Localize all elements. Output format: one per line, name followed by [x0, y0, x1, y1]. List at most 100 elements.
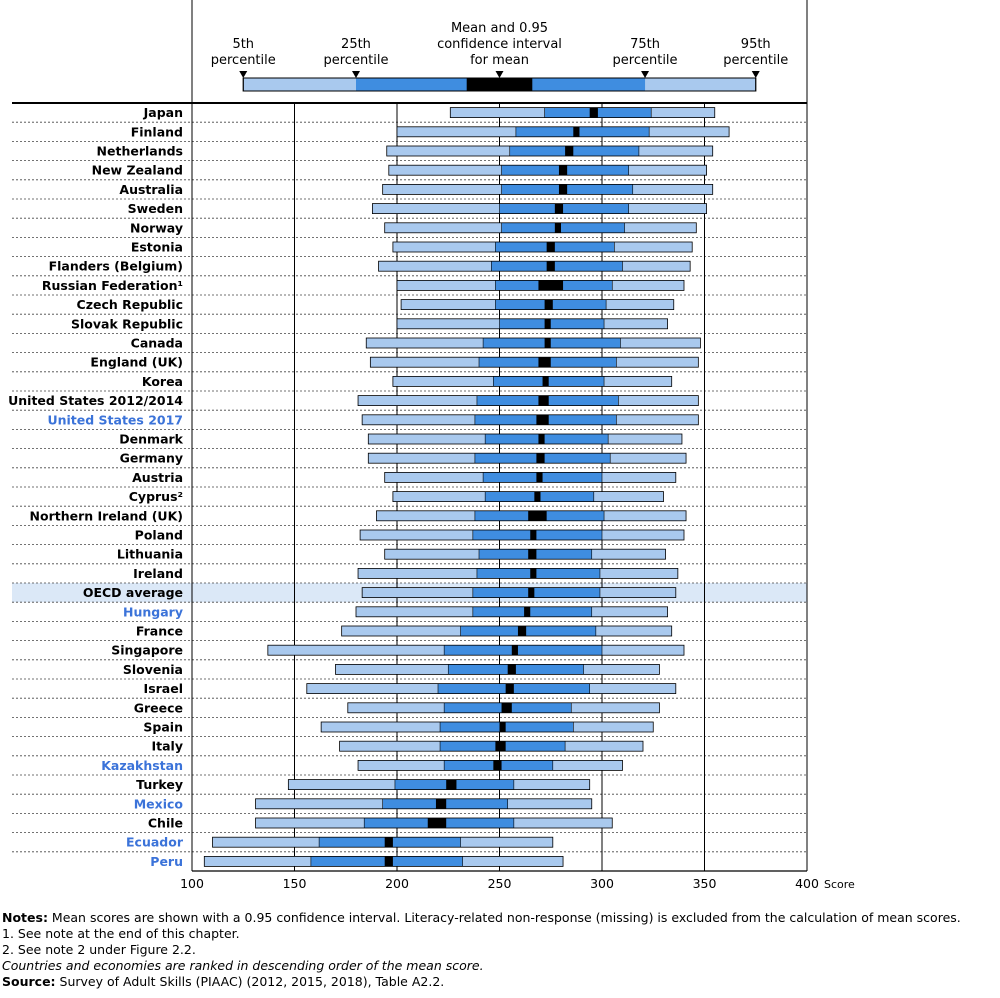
- x-tick-label: 150: [283, 876, 307, 891]
- bar-outline: [376, 510, 687, 522]
- row-label: Turkey: [136, 777, 183, 792]
- row-0: [449, 107, 716, 118]
- row-21: [376, 510, 687, 522]
- bar-outline: [341, 625, 673, 637]
- row-label: Denmark: [119, 432, 183, 447]
- x-tick-label: 250: [488, 876, 512, 891]
- row-label: Russian Federation¹: [42, 278, 183, 293]
- bar-ci: [544, 338, 551, 348]
- row-label: Netherlands: [97, 144, 183, 159]
- x-tick-label: 400: [795, 876, 819, 891]
- bar-p25-p75: [460, 626, 596, 636]
- bar-ci: [524, 606, 531, 617]
- row-24: [357, 568, 679, 579]
- bar-ci: [493, 760, 502, 771]
- row-label: Mexico: [134, 796, 184, 811]
- bar-p25-p75: [483, 338, 621, 348]
- row-label: Japan: [143, 105, 183, 120]
- row-label: France: [136, 624, 183, 639]
- bar-ci: [499, 722, 506, 732]
- row-20: [392, 491, 664, 503]
- bar-p25-p75: [509, 146, 639, 156]
- row-34: [357, 760, 623, 771]
- row-label: Ecuador: [126, 835, 184, 850]
- note-1: 1. See note at the end of this chapter.: [2, 926, 240, 941]
- bar-ci: [554, 222, 561, 233]
- bar-outline: [384, 471, 677, 483]
- row-1: [396, 126, 730, 138]
- x-tick-label: 350: [693, 876, 717, 891]
- bar-outline: [392, 375, 673, 387]
- row-6: [384, 222, 697, 234]
- key-label-p95: percentile: [723, 53, 788, 68]
- bar-outline: [384, 548, 666, 560]
- notes-text: Mean scores are shown with a 0.95 confid…: [47, 910, 961, 925]
- row-label: New Zealand: [92, 163, 183, 178]
- bar-ci: [501, 702, 512, 713]
- bar-ci: [544, 318, 551, 329]
- bar-outline: [396, 279, 685, 291]
- bar-ci: [528, 510, 547, 521]
- row-15: [357, 395, 699, 407]
- bar-p25-p75: [501, 222, 625, 233]
- row-label: Finland: [131, 124, 183, 139]
- row-label: Cyprus²: [129, 489, 183, 504]
- row-37: [255, 817, 613, 829]
- bar-p25-p75: [485, 434, 609, 444]
- bar-outline: [367, 433, 683, 445]
- bar-outline: [359, 529, 685, 541]
- bar-ci: [517, 626, 527, 636]
- key-label-p75: 75th: [630, 37, 660, 52]
- bar-ci: [384, 856, 393, 867]
- bar-outline: [392, 241, 693, 253]
- bar-outline: [400, 299, 675, 311]
- key-label-p5: 5th: [232, 37, 254, 52]
- bar-ci: [573, 126, 580, 137]
- row-label: Sweden: [128, 201, 183, 216]
- bar-ci: [589, 107, 598, 118]
- row-17: [367, 433, 683, 445]
- notes-label: Notes:: [2, 910, 48, 925]
- x-tick-label: 300: [590, 876, 614, 891]
- row-label: Flanders (Belgium): [49, 259, 183, 274]
- bar-p25-p75: [444, 645, 602, 656]
- row-14: [392, 375, 673, 387]
- row-label: OECD average: [83, 585, 183, 600]
- row-33: [339, 740, 644, 752]
- bar-outline: [347, 702, 660, 714]
- bar-p25-p75: [499, 203, 629, 214]
- bar-p25-p75: [476, 568, 600, 579]
- row-27: [341, 625, 673, 637]
- row-26: [355, 606, 669, 618]
- row-label: Northern Ireland (UK): [30, 508, 183, 523]
- bar-p25-p75: [472, 530, 602, 540]
- row-label: Peru: [150, 854, 183, 869]
- row-3: [388, 164, 707, 176]
- key-label-mean: confidence interval: [437, 37, 562, 52]
- row-32: [320, 721, 654, 733]
- row-4: [382, 183, 714, 195]
- bar-ci: [505, 683, 514, 694]
- row-label: Austria: [132, 470, 183, 485]
- note-2: 2. See note 2 under Figure 2.2.: [2, 942, 196, 957]
- row-label: Chile: [148, 816, 183, 831]
- bar-outline: [357, 568, 679, 579]
- bar-outline: [382, 183, 714, 195]
- bar-outline: [306, 683, 677, 694]
- row-2: [386, 145, 714, 157]
- bar-ci: [495, 741, 506, 752]
- key-label-p75: percentile: [613, 53, 678, 68]
- bar-ci: [528, 587, 535, 598]
- bar-outline: [392, 491, 664, 503]
- row-30: [306, 683, 677, 694]
- bar-ci: [530, 568, 537, 579]
- key-label-p95: 95th: [741, 37, 771, 52]
- bar-ci: [558, 184, 568, 195]
- row-19: [384, 471, 677, 483]
- bar-p25-p75: [499, 318, 605, 329]
- row-label: Spain: [143, 720, 183, 735]
- row-label: Germany: [120, 451, 183, 466]
- notes-block: Notes: Mean scores are shown with a 0.95…: [2, 910, 1000, 990]
- bar-ci: [446, 779, 457, 790]
